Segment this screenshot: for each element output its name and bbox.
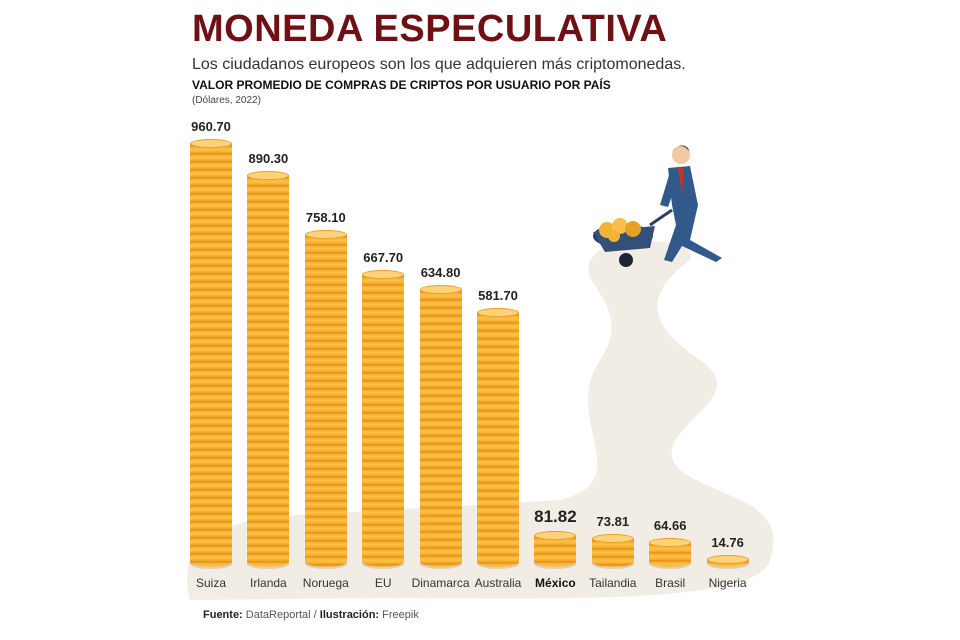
- category-label: Tailandia: [589, 576, 637, 590]
- value-label: 14.76: [711, 535, 744, 550]
- subtitle: Los ciudadanos europeos son los que adqu…: [192, 56, 686, 73]
- value-label: 960.70: [191, 119, 231, 135]
- value-label: 73.81: [596, 514, 630, 530]
- value-label: 634.80: [420, 264, 461, 280]
- category-label: Noruega: [302, 576, 349, 590]
- value-label: 64.66: [653, 518, 687, 534]
- bar-coin-stack: [649, 538, 692, 567]
- value-label: 667.70: [363, 249, 404, 265]
- bar-coin-stack: [477, 308, 519, 567]
- source-value: DataReportal: [245, 609, 311, 621]
- category-label: Suiza: [195, 576, 227, 590]
- page-title: MONEDA ESPECULATIVA: [192, 8, 668, 50]
- bar-coin-stack: [706, 555, 749, 567]
- value-label: 890.30: [248, 150, 289, 166]
- source-label: Fuente:: [203, 609, 243, 621]
- category-label: Australia: [474, 576, 522, 590]
- bar-coin-stack: [304, 229, 347, 567]
- man-with-wheelbarrow-illustration: [593, 145, 722, 267]
- category-label: Irlanda: [250, 576, 287, 590]
- value-label: 81.82: [534, 506, 577, 526]
- bar-coin-stack: [190, 139, 232, 567]
- value-label: 758.10: [305, 209, 346, 225]
- bar-coin-stack: [534, 530, 577, 567]
- bar-coin-stack: [419, 284, 462, 567]
- bar-coin-stack: [247, 170, 290, 567]
- illustration-label: Ilustración:: [319, 609, 380, 621]
- category-label: Brasil: [655, 576, 686, 590]
- category-label: Dinamarca: [411, 576, 470, 590]
- source-line: Fuente: DataReportal / Ilustración: Free…: [203, 609, 419, 621]
- bar-coin-stack: [591, 534, 634, 567]
- category-label: Nigeria: [708, 576, 747, 590]
- illustration-value: Freepik: [382, 609, 419, 621]
- bar-coin-stack: [362, 269, 405, 567]
- value-label: 581.70: [478, 288, 518, 304]
- category-label: EU: [374, 576, 392, 590]
- chart-title: VALOR PROMEDIO DE COMPRAS DE CRIPTOS POR…: [192, 78, 611, 92]
- chart-units: (Dólares, 2022): [192, 95, 261, 106]
- source-separator: /: [310, 609, 320, 621]
- winding-path: [187, 241, 774, 601]
- category-label: México: [535, 576, 576, 590]
